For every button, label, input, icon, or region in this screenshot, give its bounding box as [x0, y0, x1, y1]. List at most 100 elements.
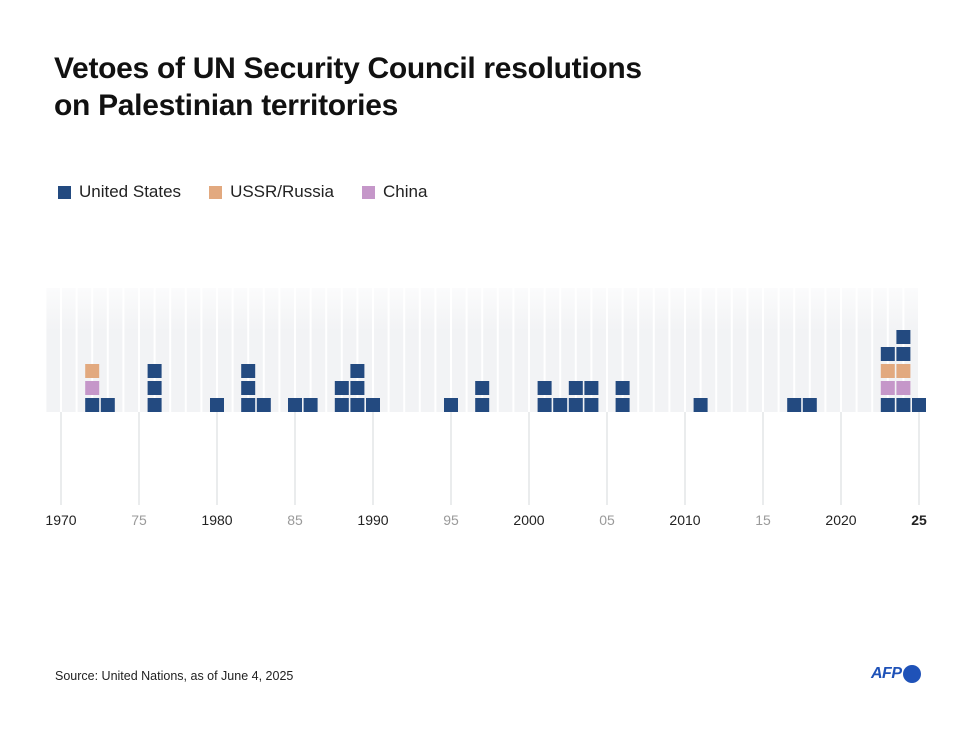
year-stripe — [124, 288, 138, 412]
veto-square-us — [147, 398, 162, 412]
veto-marks — [85, 330, 926, 412]
veto-square-us — [475, 381, 490, 395]
year-stripe — [842, 288, 856, 412]
veto-square-cn — [85, 381, 100, 395]
legend-item-united-states: United States — [58, 182, 181, 202]
year-stripe — [420, 288, 435, 412]
year-stripe — [717, 288, 731, 412]
year-stripe — [779, 288, 794, 412]
tick-label: 15 — [755, 512, 771, 528]
x-axis: 1970 75 1980 85 1990 95 2000 05 2010 15 2020 25 — [45, 412, 927, 528]
year-stripe — [389, 288, 404, 412]
veto-square-us — [241, 398, 256, 412]
veto-square-us — [896, 398, 911, 412]
year-stripe — [202, 288, 216, 412]
year-stripe — [748, 288, 762, 412]
tick-label: 1990 — [357, 512, 388, 528]
veto-square-us — [350, 381, 365, 395]
legend-swatch-china — [361, 185, 375, 199]
veto-square-us — [334, 398, 349, 412]
year-stripe — [826, 288, 840, 412]
year-stripe — [795, 288, 809, 412]
tick-label: 2010 — [669, 512, 700, 528]
veto-square-us — [241, 381, 256, 395]
veto-square-us — [880, 347, 895, 361]
veto-square-us — [350, 364, 365, 378]
veto-square-ru — [880, 364, 895, 378]
veto-square-us — [615, 398, 630, 412]
chart-title-line-2: on Palestinian territories — [54, 89, 398, 122]
year-stripe — [374, 288, 388, 412]
veto-square-ru — [85, 364, 100, 378]
veto-square-us — [147, 364, 162, 378]
tick-label: 1980 — [201, 512, 232, 528]
legend-item-ussr-russia: USSR/Russia — [209, 182, 334, 202]
legend: United States USSR/Russia China — [58, 182, 427, 202]
tick-label: 85 — [287, 512, 303, 528]
veto-square-us — [584, 381, 599, 395]
veto-square-us — [256, 398, 271, 412]
year-stripe — [108, 288, 123, 412]
tick-label: 75 — [131, 512, 147, 528]
veto-square-us — [896, 347, 911, 361]
veto-square-us — [615, 381, 630, 395]
tick-label: 25 — [911, 512, 927, 528]
year-stripe — [639, 288, 653, 412]
year-stripe — [218, 288, 232, 412]
year-stripe — [701, 288, 716, 412]
veto-square-us — [912, 398, 926, 412]
veto-square-us — [85, 398, 100, 412]
year-stripe — [264, 288, 279, 412]
year-stripe — [654, 288, 669, 412]
veto-square-us — [802, 398, 817, 412]
tick-label: 1970 — [45, 512, 76, 528]
veto-square-ru — [896, 364, 911, 378]
year-stripe — [452, 288, 466, 412]
veto-square-us — [880, 398, 895, 412]
veto-square-us — [475, 398, 490, 412]
year-stripe — [405, 288, 419, 412]
source-note: Source: United Nations, as of June 4, 20… — [55, 669, 294, 683]
legend-item-china: China — [361, 182, 428, 202]
veto-square-us — [366, 398, 380, 412]
veto-square-us — [288, 398, 302, 412]
veto-square-cn — [896, 381, 911, 395]
year-stripe — [62, 288, 76, 412]
tick-label: 2000 — [513, 512, 544, 528]
veto-square-us — [444, 398, 458, 412]
veto-square-us — [303, 398, 318, 412]
year-stripe — [732, 288, 747, 412]
veto-square-us — [334, 381, 349, 395]
veto-square-us — [787, 398, 802, 412]
year-stripe — [280, 288, 294, 412]
veto-square-us — [241, 364, 256, 378]
tick-label: 05 — [599, 512, 615, 528]
veto-square-us — [537, 381, 552, 395]
year-stripe — [686, 288, 700, 412]
veto-square-us — [350, 398, 365, 412]
veto-square-us — [693, 398, 708, 412]
legend-swatch-united-states — [58, 185, 71, 199]
year-stripe — [764, 288, 778, 412]
veto-square-us — [553, 398, 568, 412]
tick-label: 2020 — [825, 512, 856, 528]
legend-label-china: China — [382, 182, 428, 201]
year-stripe — [810, 288, 825, 412]
legend-label-ussr-russia: USSR/Russia — [230, 182, 334, 201]
afp-logo: AFP — [871, 665, 921, 683]
afp-logo-text: AFP — [871, 665, 902, 682]
year-stripe — [296, 288, 310, 412]
year-stripe — [46, 288, 60, 412]
veto-square-us — [210, 398, 224, 412]
afp-logo-dot-icon — [902, 665, 921, 683]
veto-square-us — [584, 398, 599, 412]
year-stripe — [498, 288, 513, 412]
year-stripe — [857, 288, 872, 412]
chart-title-line-1: Vetoes of UN Security Council resolution… — [54, 52, 642, 85]
year-stripe — [171, 288, 185, 412]
year-stripe — [436, 288, 450, 412]
year-stripe — [186, 288, 201, 412]
legend-label-united-states: United States — [79, 182, 182, 201]
year-stripe — [670, 288, 684, 412]
